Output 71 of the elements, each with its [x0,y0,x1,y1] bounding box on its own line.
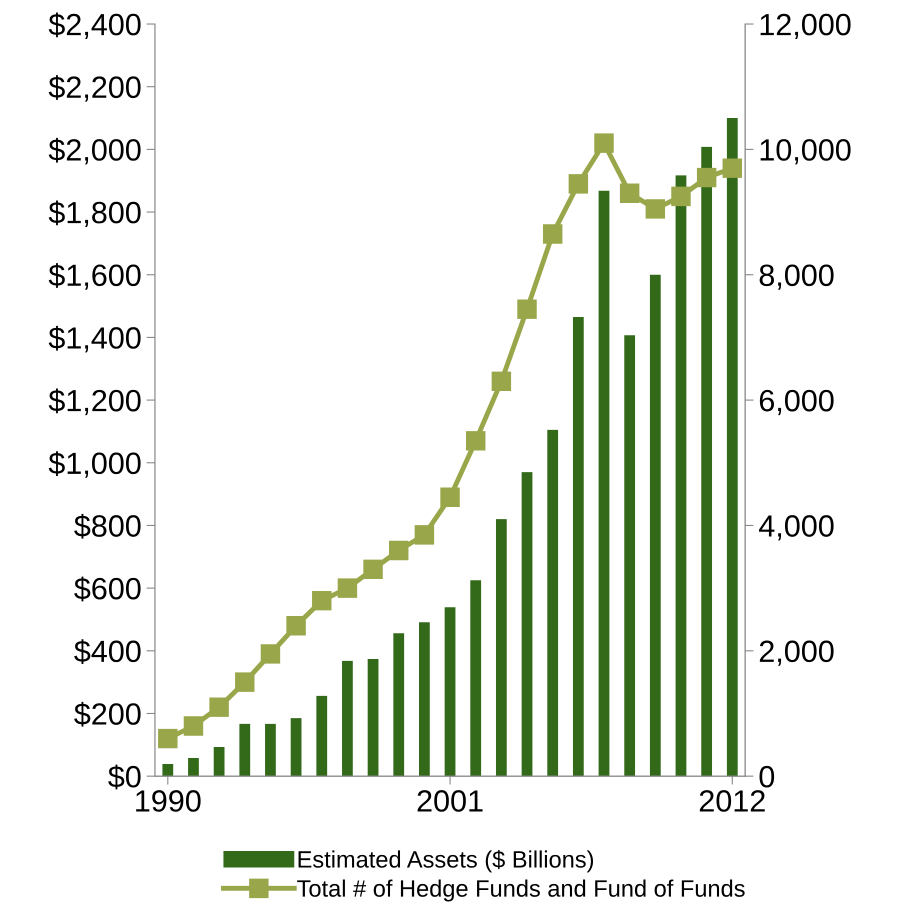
point [568,174,588,194]
y-tick-label: $1,400 [48,326,141,352]
point [312,590,332,610]
y2-tick-label: 10,000 [760,139,851,164]
point [389,540,408,560]
bar [342,660,353,776]
point [184,716,204,736]
y-tick-label: $1,600 [48,263,141,290]
point [414,525,434,545]
bar [368,658,378,776]
y-tick-label: $2,200 [48,75,141,102]
point [620,184,640,203]
y2-tick-label: 8,000 [760,264,834,290]
point [209,697,229,717]
bar [239,724,250,776]
point [722,158,742,178]
y2-tick-label: 12,000 [760,14,851,40]
point [594,133,614,153]
y-tick-label: $2,400 [48,12,141,40]
y-tick-label: $2,000 [48,138,141,164]
bar [676,175,686,776]
y-tick-label: $0 [108,764,141,790]
bar [470,580,482,776]
point [517,299,537,319]
bar [572,317,584,776]
y-tick-label: $1,200 [48,388,141,416]
bar [444,607,456,776]
point [235,672,254,692]
point [671,186,691,206]
x-tick-label: 1990 [136,790,201,812]
bar [701,146,712,776]
bar [598,190,610,776]
y-tick-label: $200 [74,702,141,727]
point [363,560,383,580]
bar [624,335,636,776]
point [696,168,716,188]
y2-tick-label: 2,000 [760,640,834,666]
point [338,578,358,598]
point [646,199,666,219]
bar [547,430,558,776]
legend-label: Estimated Assets ($ Billions) [298,850,594,872]
bar [496,519,507,776]
point [466,431,486,451]
bar [393,633,404,776]
y2-tick-label: 6,000 [760,390,834,416]
y-tick-label: $1,800 [48,200,141,228]
bar [162,764,174,776]
y-tick-label: $1,000 [48,451,141,478]
point [542,224,562,244]
bar [650,274,661,776]
bar [214,747,225,776]
point [492,372,512,392]
point [260,644,280,664]
bar [290,718,302,776]
y-tick-label: $600 [74,576,141,602]
x-tick-label: 2001 [418,790,483,812]
point [158,728,178,748]
point [286,616,306,636]
bar [188,758,199,776]
point [440,488,460,507]
bar [265,724,276,776]
bar [522,472,532,776]
x-tick-label: 2012 [700,790,765,812]
legend-label: Total # of Hedge Funds and Fund of Funds [297,880,745,902]
y2-tick-label: 4,000 [759,515,834,540]
bar [726,118,738,776]
y-tick-label: $400 [74,639,141,664]
bar [419,622,430,776]
y2-tick-label: 0 [760,766,774,788]
bar [316,696,328,776]
y-tick-label: $800 [74,514,141,539]
